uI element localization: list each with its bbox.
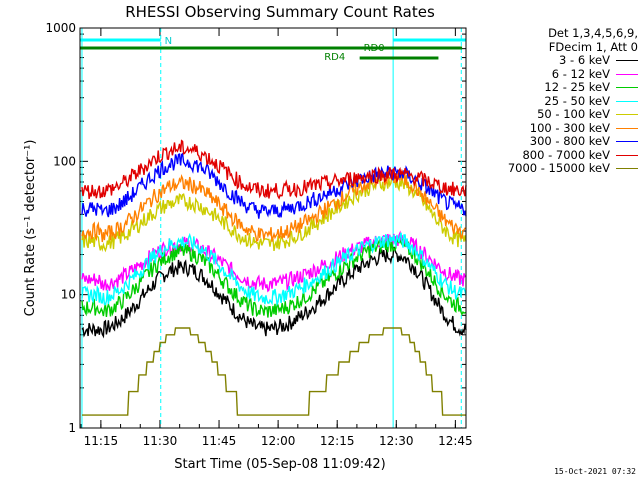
legend-entry: 7000 - 15000 keV xyxy=(482,161,638,176)
legend-swatch xyxy=(616,127,638,129)
series-line-7 xyxy=(81,139,467,200)
annotation-rd4: RD4 xyxy=(324,52,345,63)
legend-swatch xyxy=(616,154,638,156)
legend-entry-label: 300 - 800 keV xyxy=(529,134,610,148)
legend-entry: 6 - 12 keV xyxy=(482,66,638,82)
x-tick-label: 11:30 xyxy=(143,434,178,448)
chart-title: RHESSI Observing Summary Count Rates xyxy=(125,3,435,21)
x-tick-label: 12:15 xyxy=(320,434,355,448)
legend-entry-label: 50 - 100 keV xyxy=(537,107,610,121)
legend-entry-label: 12 - 25 keV xyxy=(544,80,610,94)
y-tick-label: 1 xyxy=(68,421,76,435)
legend-header-line2: FDecim 1, Att 0 xyxy=(548,39,638,54)
series-line-5 xyxy=(81,167,467,243)
legend-entry-label: 7000 - 15000 keV xyxy=(507,161,610,175)
x-tick-label: 12:00 xyxy=(261,434,296,448)
plot-frame xyxy=(79,27,467,429)
legend-entry-label: 25 - 50 keV xyxy=(544,93,610,108)
timestamp: 15-Oct-2021 07:32 xyxy=(554,467,636,476)
legend-entry: 300 - 800 keV xyxy=(482,134,638,149)
x-tick-label: 11:15 xyxy=(84,434,119,448)
legend-swatch xyxy=(616,87,638,89)
legend-entry-label: 6 - 12 keV xyxy=(551,66,610,81)
legend-entry: 800 - 7000 keV xyxy=(482,147,638,163)
y-tick-label: 1000 xyxy=(45,21,76,35)
legend-entry-label: 100 - 300 keV xyxy=(529,120,610,135)
series-line-3 xyxy=(81,232,467,307)
legend-swatch xyxy=(616,73,638,75)
legend-entry: 25 - 50 keV xyxy=(482,93,638,109)
legend-entry: 50 - 100 keV xyxy=(482,107,638,122)
y-tick-label: 100 xyxy=(53,154,76,168)
legend: Det 1,3,4,5,6,9, FDecim 1, Att 0 3 - 6 k… xyxy=(482,26,638,176)
legend-entry-label: 800 - 7000 keV xyxy=(522,147,610,162)
legend-entry-label: 3 - 6 keV xyxy=(559,53,610,67)
x-tick-label: 12:30 xyxy=(379,434,414,448)
y-tick-label: 10 xyxy=(61,288,76,302)
series-line-6 xyxy=(81,152,467,219)
legend-swatch xyxy=(616,100,638,102)
legend-swatch xyxy=(616,168,638,170)
annotation-n: N xyxy=(165,36,172,47)
annotation-rd0: RD0 xyxy=(364,43,385,54)
legend-entry: 100 - 300 keV xyxy=(482,120,638,136)
legend-swatch xyxy=(616,141,638,143)
legend-swatch xyxy=(616,60,638,62)
x-tick-label: 11:45 xyxy=(202,434,237,448)
series-line-8 xyxy=(82,327,466,416)
legend-header-line1: Det 1,3,4,5,6,9, xyxy=(548,26,638,40)
legend-entry: 12 - 25 keV xyxy=(482,80,638,95)
x-axis-label: Start Time (05-Sep-08 11:09:42) xyxy=(174,457,385,472)
y-axis-label: Count Rate (s⁻¹ detector⁻¹) xyxy=(23,140,38,317)
legend-swatch xyxy=(616,114,638,116)
legend-entry: 3 - 6 keV xyxy=(482,53,638,68)
x-tick-label: 12:45 xyxy=(438,434,473,448)
series-line-0 xyxy=(81,246,467,339)
plot-area: 1 10 100 1000 11:15 11:30 11:45 12:00 12:15 12:30… xyxy=(45,21,472,448)
